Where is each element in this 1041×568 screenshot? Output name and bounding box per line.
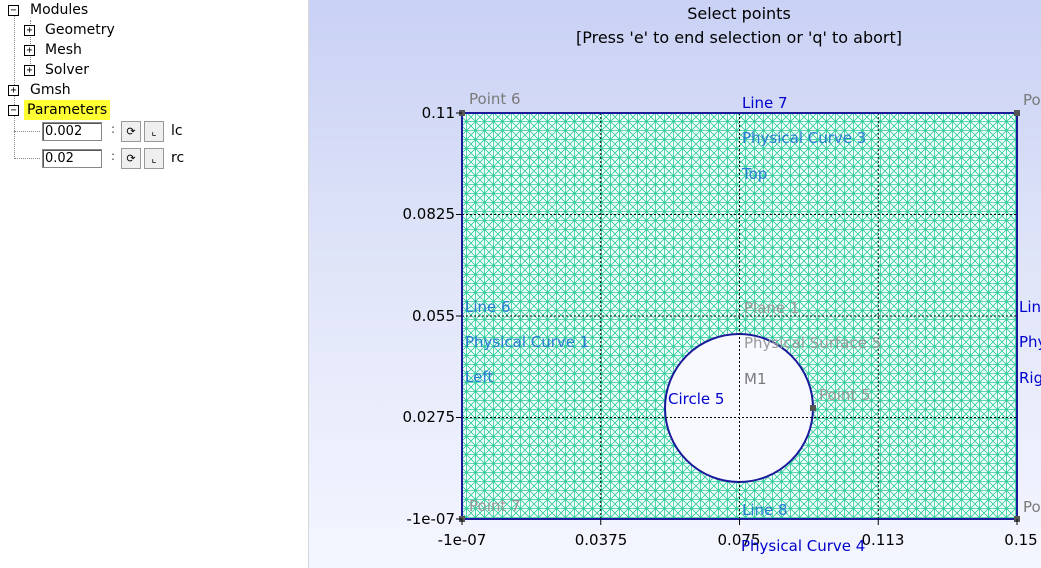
lc-value-input[interactable] — [42, 122, 102, 141]
tree-item-parameters[interactable]: − Parameters — [8, 100, 208, 120]
options-tree-panel: − Modules + Geometry + Mesh + Solver + G… — [0, 0, 309, 568]
y-tick-label: 0.055 — [412, 307, 455, 325]
x-tick-label: 0.113 — [862, 531, 905, 549]
label-top: Top — [741, 165, 767, 183]
separator: : — [111, 122, 116, 136]
graph-button[interactable]: ⌞ — [144, 121, 164, 142]
tree-connector — [14, 131, 40, 132]
label-point-br: Po — [1023, 498, 1041, 516]
y-tick-label: 0.0825 — [403, 205, 456, 223]
tree-label-gmsh: Gmsh — [30, 82, 71, 98]
status-line-1: Select points — [687, 4, 791, 23]
loop-icon: ⟳ — [126, 125, 136, 138]
tree-item-geometry[interactable]: + Geometry — [24, 20, 224, 40]
x-tick-label: 0.075 — [718, 531, 761, 549]
tree-connector — [14, 114, 15, 159]
label-line-7: Line 7 — [742, 94, 788, 112]
x-tick-label: 0.0375 — [575, 531, 628, 549]
separator: : — [111, 149, 116, 163]
graph-icon: ⌞ — [151, 152, 157, 165]
label-physical-curve-4: Physical Curve 4 — [741, 537, 865, 555]
label-point-7: Point 7 — [469, 497, 521, 515]
label-plane-1: Plane 1 — [744, 299, 799, 317]
tree-label-solver: Solver — [45, 62, 89, 78]
graphic-window[interactable]: Select points [Press 'e' to end selectio… — [309, 0, 1041, 568]
tree-item-mesh[interactable]: + Mesh — [24, 40, 224, 60]
label-line-6: Line 6 — [465, 298, 511, 316]
collapse-icon[interactable]: − — [8, 5, 19, 16]
tree-item-solver[interactable]: + Solver — [24, 60, 224, 80]
tree-connector — [14, 16, 15, 111]
label-physical-surface-5: Physical Surface 5 — [744, 334, 881, 352]
circle-hole — [664, 333, 814, 483]
loop-icon: ⟳ — [126, 152, 136, 165]
tree-connector — [14, 158, 40, 159]
tree-label-modules: Modules — [30, 2, 89, 18]
y-tick-label: 0.11 — [422, 104, 455, 122]
label-physical-curve-1: Physical Curve 1 — [465, 333, 589, 351]
label-point-6: Point 6 — [469, 90, 521, 108]
label-point-5: Point 5 — [819, 386, 871, 404]
loop-button[interactable]: ⟳ — [121, 121, 141, 142]
expand-icon[interactable]: + — [8, 85, 19, 96]
tree-label-mesh: Mesh — [45, 42, 82, 58]
x-tick-label: -1e-07 — [438, 531, 487, 549]
collapse-icon[interactable]: − — [8, 105, 19, 116]
label-line-8: Line 8 — [742, 501, 788, 519]
label-physical-right: Phy — [1019, 333, 1041, 351]
tree-label-geometry: Geometry — [45, 22, 115, 38]
rc-value-input[interactable] — [42, 149, 102, 168]
status-line-2: [Press 'e' to end selection or 'q' to ab… — [575, 28, 903, 47]
y-tick-label: 0.0275 — [403, 408, 456, 426]
mesh-view[interactable]: 0.11 0.0825 0.055 0.0275 -1e-07 -1e-07 0… — [309, 0, 1041, 568]
label-m1: M1 — [744, 370, 767, 388]
tick-marks — [456, 112, 1018, 525]
axis-grid — [462, 113, 1017, 519]
label-physical-curve-3: Physical Curve 3 — [742, 129, 866, 147]
graph-button[interactable]: ⌞ — [144, 148, 164, 169]
tree-label-parameters: Parameters — [24, 100, 111, 120]
expand-icon[interactable]: + — [24, 25, 35, 36]
point-tr-marker[interactable] — [1014, 110, 1020, 116]
tree-item-gmsh[interactable]: + Gmsh — [8, 80, 208, 100]
x-tick-label: 0.15 — [1004, 531, 1037, 549]
param-name-lc: lc — [171, 123, 183, 139]
label-line-right: Lin — [1019, 298, 1041, 316]
expand-icon[interactable]: + — [24, 45, 35, 56]
y-tick-label: -1e-07 — [406, 510, 455, 528]
label-left: Left — [465, 368, 493, 386]
label-circle-5: Circle 5 — [668, 390, 724, 408]
label-right: Rig — [1019, 369, 1041, 387]
point-5-marker[interactable] — [810, 405, 816, 411]
graph-icon: ⌞ — [151, 125, 157, 138]
expand-icon[interactable]: + — [24, 65, 35, 76]
tree-item-modules[interactable]: − Modules — [8, 0, 208, 20]
param-name-rc: rc — [171, 150, 185, 166]
label-point-tr: Po — [1023, 91, 1041, 109]
loop-button[interactable]: ⟳ — [121, 148, 141, 169]
